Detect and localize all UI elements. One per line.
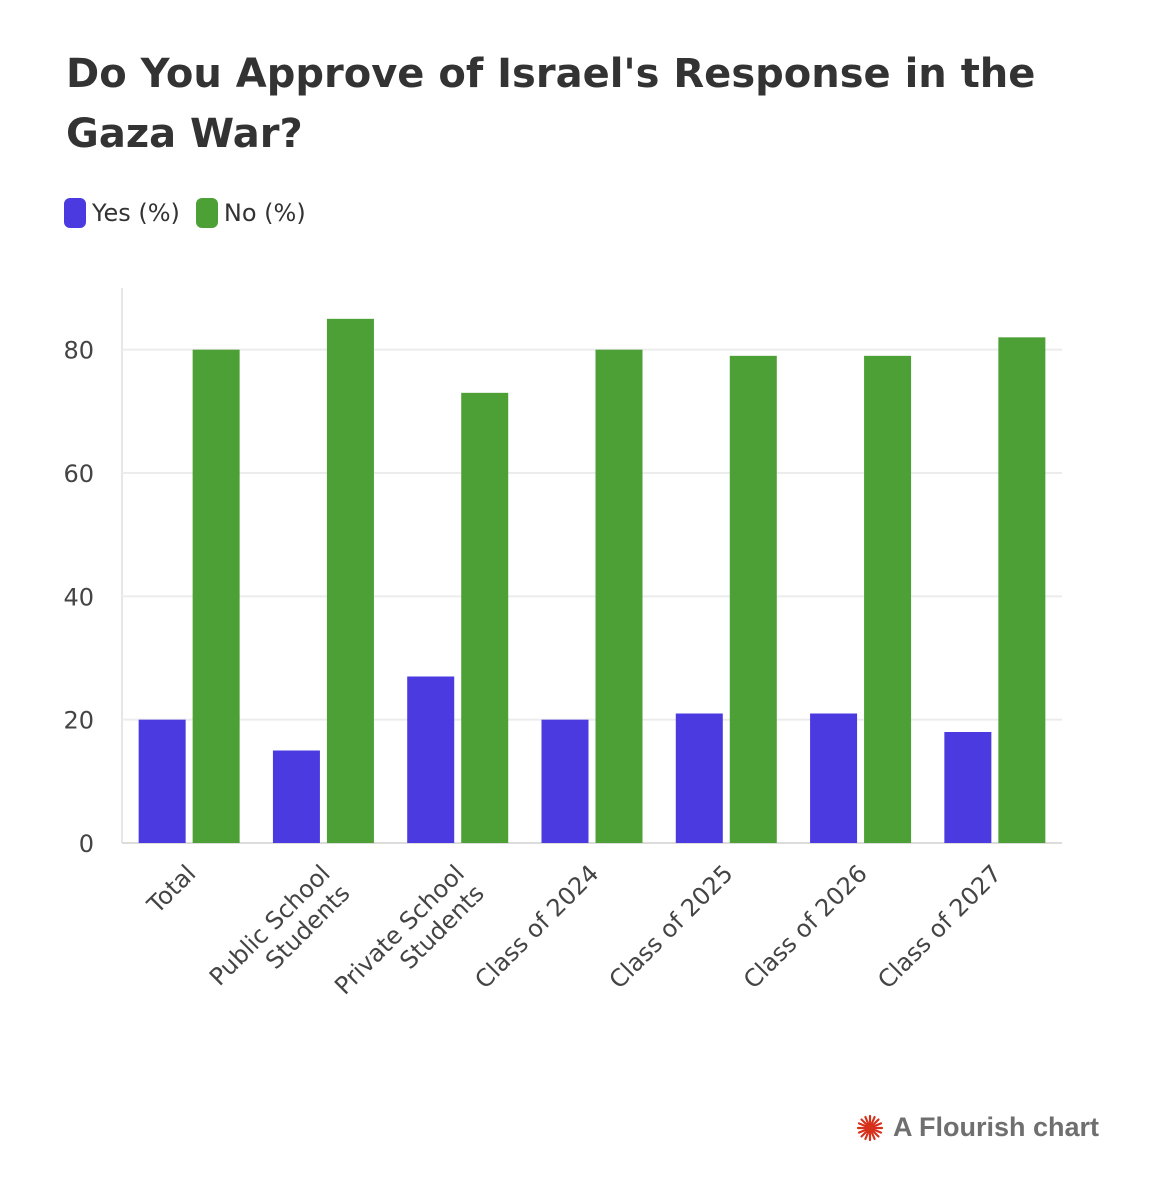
legend-label-yes: Yes (%) — [92, 199, 180, 227]
x-tick-label-3: Class of 2024 — [469, 859, 604, 994]
bar-yes-1 — [272, 750, 320, 843]
x-tick-label-1: Public SchoolStudents — [204, 859, 356, 1011]
legend-item-no[interactable]: No (%) — [195, 198, 306, 228]
legend-swatch-no — [195, 198, 218, 228]
bar-no-4 — [729, 355, 777, 843]
x-tick-label-line: Class of 2026 — [738, 859, 873, 994]
bar-no-2 — [461, 392, 509, 843]
bar-yes-0 — [138, 719, 186, 843]
bar-chart: 0 20 40 60 80 Total Public SchoolStudentsPriva… — [63, 288, 1062, 1020]
y-tick-label-0: 0 — [79, 830, 94, 858]
bar-no-0 — [192, 349, 240, 843]
y-tick-label-80: 80 — [63, 337, 94, 365]
legend: Yes (%) No (%) — [64, 198, 306, 228]
bar-no-3 — [595, 349, 643, 843]
bar-yes-2 — [407, 676, 455, 843]
legend-item-yes[interactable]: Yes (%) — [64, 198, 180, 228]
x-tick-label-6: Class of 2027 — [872, 859, 1007, 994]
x-tick-label-2: Private SchoolStudents — [329, 859, 490, 1020]
bar-no-6 — [998, 337, 1046, 843]
x-tick-label-5: Class of 2026 — [738, 859, 873, 994]
bar-no-1 — [326, 318, 374, 843]
bar-yes-6 — [944, 732, 992, 843]
legend-swatch-yes — [64, 198, 86, 228]
x-tick-label-line: Total — [141, 859, 201, 919]
flourish-credit[interactable]: A Flourish chart — [855, 1112, 1099, 1143]
y-tick-label-40: 40 — [63, 583, 94, 611]
bar-yes-5 — [810, 713, 858, 843]
y-tick-label-60: 60 — [63, 460, 94, 488]
x-tick-label-line: Class of 2027 — [872, 859, 1007, 994]
bar-yes-4 — [675, 713, 723, 843]
x-tick-label-line: Class of 2024 — [469, 859, 604, 994]
flourish-logo-icon — [856, 1114, 884, 1141]
chart-title: Do You Approve of Israel's Response in t… — [66, 51, 1036, 157]
x-tick-label-line: Class of 2025 — [604, 859, 739, 994]
bar-no-5 — [864, 355, 912, 843]
bar-yes-3 — [541, 719, 589, 843]
credit-text: A Flourish chart — [892, 1112, 1099, 1142]
y-tick-label-20: 20 — [63, 707, 94, 735]
x-tick-label-4: Class of 2025 — [604, 859, 739, 994]
legend-label-no: No (%) — [223, 199, 306, 227]
x-tick-label-0: Total — [141, 859, 201, 919]
